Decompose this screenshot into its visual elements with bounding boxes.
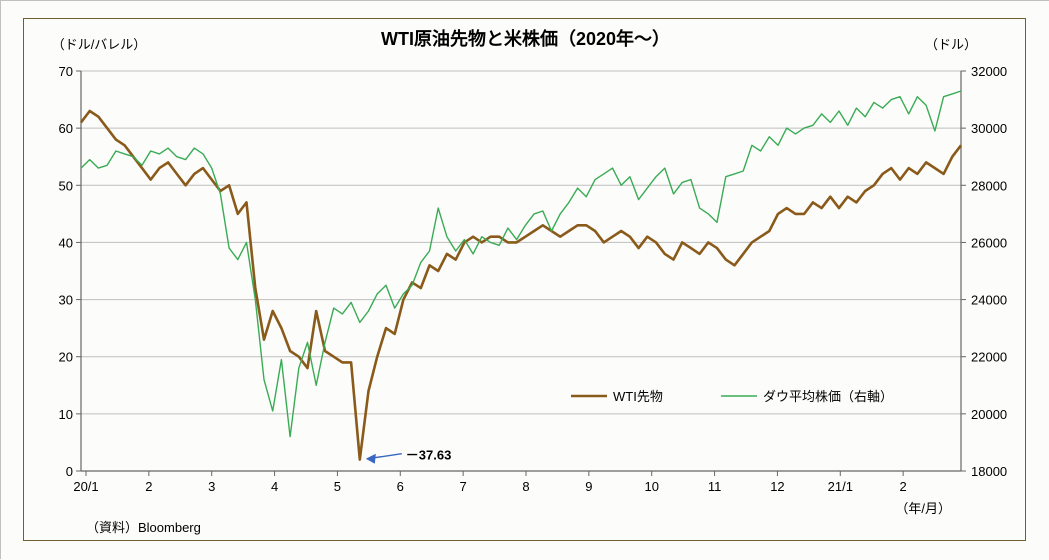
left-tick-label: 10	[59, 407, 73, 422]
left-tick-label: 50	[59, 178, 73, 193]
legend-label: ダウ平均株価（右軸）	[763, 389, 893, 404]
x-tick-label: 4	[271, 479, 278, 494]
right-axis-label: （ドル）	[925, 37, 977, 52]
x-tick-label: 9	[585, 479, 592, 494]
x-tick-label: 21/1	[828, 479, 853, 494]
left-tick-label: 70	[59, 64, 73, 79]
left-tick-label: 60	[59, 121, 73, 136]
chart-title: WTI原油先物と米株価（2020年～）	[381, 28, 670, 49]
right-tick-label: 26000	[971, 235, 1007, 250]
left-tick-label: 0	[66, 464, 73, 479]
x-tick-label: 6	[397, 479, 404, 494]
legend-label: WTI先物	[613, 389, 663, 404]
x-tick-label: 11	[708, 479, 722, 494]
right-tick-label: 18000	[971, 464, 1007, 479]
x-tick-label: 20/1	[73, 479, 98, 494]
x-tick-label: 3	[208, 479, 215, 494]
left-tick-label: 40	[59, 235, 73, 250]
right-tick-label: 24000	[971, 293, 1007, 308]
x-axis-label: （年/月）	[895, 501, 951, 516]
right-tick-label: 28000	[971, 178, 1007, 193]
left-axis-label: （ドル/バレル）	[52, 37, 147, 52]
x-tick-label: 8	[522, 479, 529, 494]
source-label: （資料）Bloomberg	[86, 520, 201, 535]
x-tick-label: 2	[900, 479, 907, 494]
x-tick-label: 7	[460, 479, 467, 494]
left-tick-label: 20	[59, 350, 73, 365]
x-tick-label: 10	[644, 479, 658, 494]
x-tick-label: 2	[145, 479, 152, 494]
chart-svg: WTI原油先物と米株価（2020年～） （ドル/バレル） （ドル） 0 10 20 30 40…	[1, 1, 1049, 560]
chart-container: WTI原油先物と米株価（2020年～） （ドル/バレル） （ドル） 0 10 20 30 40…	[0, 0, 1049, 559]
right-tick-label: 32000	[971, 64, 1007, 79]
x-tick-label: 12	[770, 479, 784, 494]
chart-bg	[1, 1, 1049, 560]
right-tick-label: 22000	[971, 350, 1007, 365]
right-tick-label: 20000	[971, 407, 1007, 422]
right-tick-label: 30000	[971, 121, 1007, 136]
x-tick-label: 5	[334, 479, 341, 494]
annotation-text: －37.63	[406, 448, 452, 463]
left-tick-label: 30	[59, 293, 73, 308]
